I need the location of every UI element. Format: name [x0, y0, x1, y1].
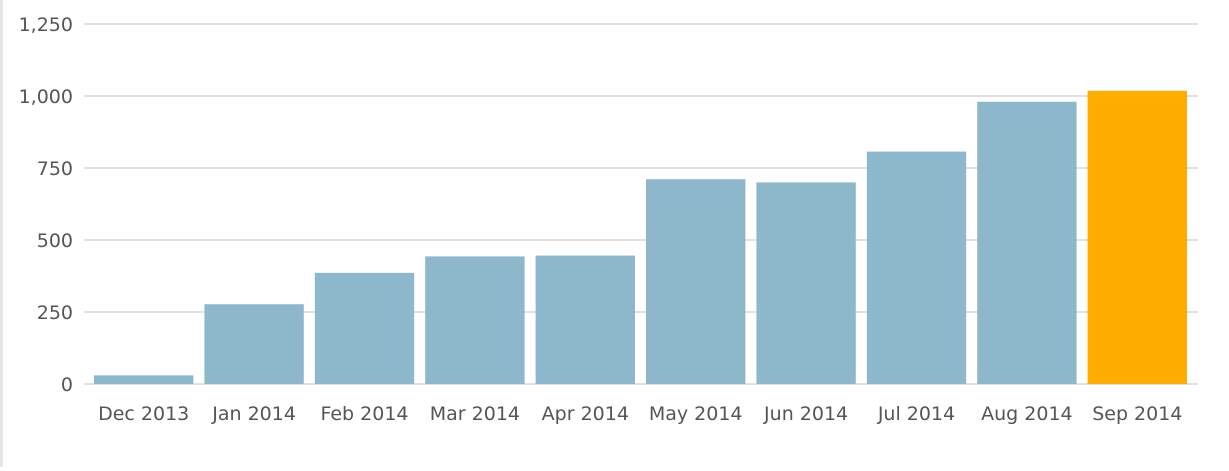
x-tick-label: Feb 2014	[320, 403, 408, 425]
x-tick-label: Mar 2014	[430, 403, 520, 425]
y-tick-label: 1,250	[19, 14, 73, 36]
x-tick-label: Jan 2014	[211, 403, 296, 425]
bar[interactable]	[535, 255, 635, 384]
y-tick-label: 250	[37, 302, 73, 324]
y-tick-label: 750	[37, 158, 73, 180]
bar[interactable]	[1087, 90, 1187, 384]
panel-left-border	[0, 0, 3, 467]
x-tick-label: May 2014	[649, 403, 743, 425]
bar[interactable]	[866, 151, 967, 384]
bar[interactable]	[646, 179, 746, 384]
x-tick-label: Sep 2014	[1092, 403, 1182, 425]
bar-layer	[94, 90, 1187, 384]
y-tick-label: 0	[61, 374, 73, 396]
x-tick-label: Dec 2013	[98, 403, 189, 425]
y-tick-label: 500	[37, 230, 73, 252]
y-tick-label: 1,000	[19, 86, 73, 108]
y-axis-ticks: 0 250 500 750 1,000 1,250	[19, 14, 73, 396]
bar[interactable]	[204, 304, 304, 384]
x-axis-ticks: Dec 2013 Jan 2014 Feb 2014 Mar 2014 Apr 2014…	[98, 403, 1182, 425]
x-tick-label: Jul 2014	[877, 403, 955, 425]
x-tick-label: Aug 2014	[981, 403, 1073, 425]
bar[interactable]	[94, 375, 194, 384]
bar[interactable]	[977, 101, 1077, 384]
bar[interactable]	[756, 182, 856, 384]
x-tick-label: Jun 2014	[763, 403, 848, 425]
bar[interactable]	[425, 256, 525, 384]
x-tick-label: Apr 2014	[542, 403, 629, 425]
bar[interactable]	[314, 272, 415, 384]
